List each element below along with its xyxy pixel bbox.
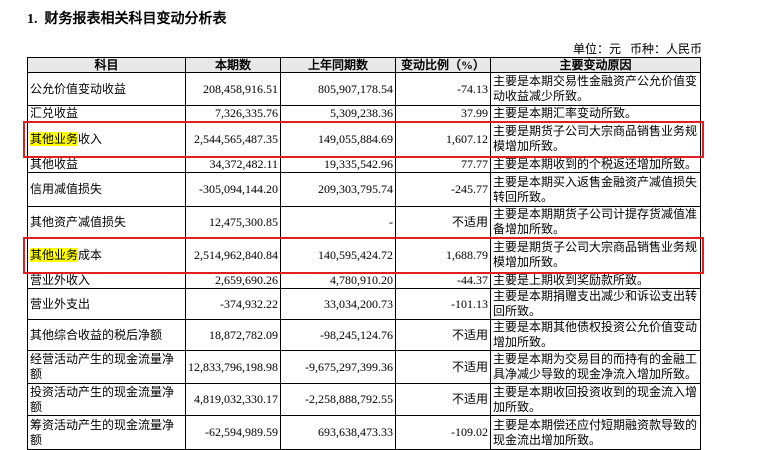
cell: 其他业务成本 <box>27 237 186 273</box>
cell: 主要是期货子公司大宗商品销售业务规模增加所致。 <box>490 237 701 273</box>
cell: 其他资产减值损失 <box>27 206 186 238</box>
cell: 18,872,782.09 <box>185 319 281 351</box>
table-row: 汇兑收益 7,326,335.76 5,309,238.36 37.99 主要是本期汇率… <box>27 105 701 122</box>
column-header: 上年同期数 <box>280 57 396 73</box>
table-row: 其他资产减值损失 12,475,300.85- 不适用 主要是本期期货子公司计提存货减… <box>27 206 701 238</box>
cell: 19,335,542.96 <box>280 156 396 173</box>
cell: 主要是本期收回投资收到的现金流入增加所致。 <box>490 383 701 416</box>
cell: 不适用 <box>395 206 491 238</box>
cell: -74.13 <box>395 72 491 106</box>
column-header: 本期数 <box>185 57 281 73</box>
cell: 805,907,178.54 <box>280 72 396 106</box>
cell: 209,303,795.74 <box>280 172 396 207</box>
table-row: 其他业务成本 2,514,962,840.84 140,595,424.72 1,68… <box>27 237 701 273</box>
cell: 12,475,300.85 <box>185 206 281 238</box>
cell: -62,594,989.59 <box>185 415 281 450</box>
cell: 其他收益 <box>27 156 186 173</box>
cell: 77.77 <box>395 156 491 173</box>
cell: -305,094,144.20 <box>185 172 281 207</box>
cell: 33,034,200.73 <box>280 288 396 320</box>
cell: 经营活动产生的现金流量净额 <box>27 350 186 384</box>
highlight-text: 其他业务 <box>30 247 79 262</box>
cell: 主要是本期期货子公司计提存货减值准备增加所致。 <box>490 206 701 238</box>
column-header: 变动比例（%） <box>395 57 491 73</box>
cell: -101.13 <box>395 288 491 320</box>
table-row: 公允价值变动收益 208,458,916.51 805,907,178.54 -74.… <box>27 72 701 106</box>
cell-text: 成本 <box>78 247 103 262</box>
highlight-box <box>22 120 704 158</box>
cell: 主要是本期偿还应付短期融资款导致的现金流出增加所致。 <box>490 415 701 450</box>
cell: -109.02 <box>395 415 491 450</box>
table: 科目 本期数 上年同期数 变动比例（%） 主要变动原因 公允价值变动收益 208,458,… <box>27 57 701 450</box>
cell: 投资活动产生的现金流量净额 <box>27 383 186 416</box>
column-header: 主要变动原因 <box>490 57 701 73</box>
cell: 主要是本期捐赠支出减少和诉讼支出转回所致。 <box>490 288 701 320</box>
cell: 主要是本期买入返售金融资产减值损失转回所致。 <box>490 172 701 207</box>
cell: 公允价值变动收益 <box>27 72 186 106</box>
table-row: 营业外收入 2,659,690.26 4,780,910.20 -44.37 主要是上期… <box>27 272 701 289</box>
title: 1. 财务报表相关科目变动分析表 <box>27 12 227 27</box>
highlight-text: 其他业务 <box>30 131 79 146</box>
table-row: 其他综合收益的税后净额 18,872,782.09 -98,245,124.76 不适… <box>27 319 701 351</box>
cell: 主要是上期收到奖励款所致。 <box>490 272 701 289</box>
cell: -98,245,124.76 <box>280 319 396 351</box>
cell: 5,309,238.36 <box>280 105 396 122</box>
cell: 2,659,690.26 <box>185 272 281 289</box>
table-row: 信用减值损失 -305,094,144.20 209,303,795.74 -245.… <box>27 172 701 207</box>
cell: -9,675,297,399.36 <box>280 350 396 384</box>
column-header: 科目 <box>27 57 186 73</box>
cell: 主要是期货子公司大宗商品销售业务规模增加所致。 <box>490 121 701 157</box>
table-row: 其他收益 34,372,482.11 19,335,542.96 77.77 主要是本期… <box>27 156 701 173</box>
cell: 主要是本期其他债权投资公允价值变动增加所致。 <box>490 319 701 351</box>
cell: 693,638,473.33 <box>280 415 396 450</box>
cell: 其他综合收益的税后净额 <box>27 319 186 351</box>
cell: 筹资活动产生的现金流量净额 <box>27 415 186 450</box>
cell: 7,326,335.76 <box>185 105 281 122</box>
cell: 4,780,910.20 <box>280 272 396 289</box>
cell: - <box>280 206 396 238</box>
unit-label: 单位：元 币种：人民币 <box>572 42 702 56</box>
table-row: 投资活动产生的现金流量净额 4,819,032,330.17 -2,258,888,… <box>27 383 701 416</box>
table-row: 经营活动产生的现金流量净额 12,833,796,198.98 -9,675,297… <box>27 350 701 384</box>
cell: 主要是本期汇率变动所致。 <box>490 105 701 122</box>
cell: 营业外收入 <box>27 272 186 289</box>
table-row: 筹资活动产生的现金流量净额 -62,594,989.59 693,638,473.3… <box>27 415 701 450</box>
cell: 主要是本期收到的个税返还增加所致。 <box>490 156 701 173</box>
cell: 12,833,796,198.98 <box>185 350 281 384</box>
cell: -2,258,888,792.55 <box>280 383 396 416</box>
cell: 汇兑收益 <box>27 105 186 122</box>
cell: 208,458,916.51 <box>185 72 281 106</box>
table-row: 营业外支出 -374,932.22 33,034,200.73 -101.13 主要是本… <box>27 288 701 320</box>
highlight-box <box>22 236 704 274</box>
cell: -374,932.22 <box>185 288 281 320</box>
cell: 不适用 <box>395 350 491 384</box>
cell: 信用减值损失 <box>27 172 186 207</box>
header-row: 科目 本期数 上年同期数 变动比例（%） 主要变动原因 <box>27 57 701 73</box>
cell: 主要是本期交易性金融资产公允价值变动收益减少所致。 <box>490 72 701 106</box>
cell: -44.37 <box>395 272 491 289</box>
cell: 不适用 <box>395 383 491 416</box>
cell: -245.77 <box>395 172 491 207</box>
cell: 34,372,482.11 <box>185 156 281 173</box>
cell: 4,819,032,330.17 <box>185 383 281 416</box>
cell-text: 收入 <box>78 131 103 146</box>
cell: 37.99 <box>395 105 491 122</box>
cell: 不适用 <box>395 319 491 351</box>
cell: 主要是本期为交易目的而持有的金融工具净减少导致的现金净流入增加所致。 <box>490 350 701 384</box>
cell: 营业外支出 <box>27 288 186 320</box>
